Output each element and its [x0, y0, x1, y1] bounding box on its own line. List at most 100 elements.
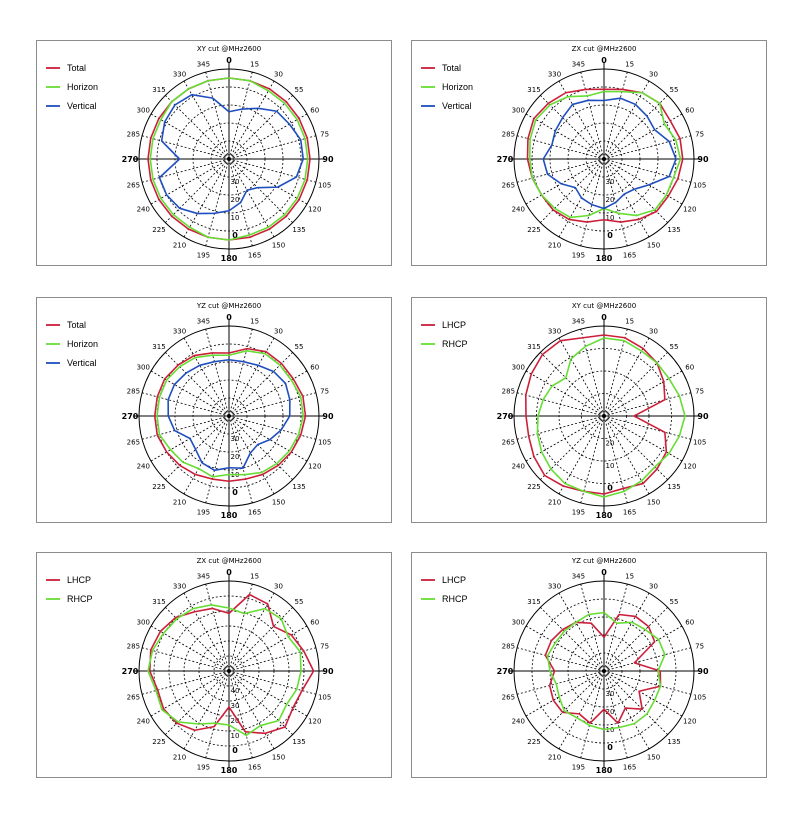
angle-tick-label: 105	[693, 439, 706, 447]
angle-tick-label: 15	[250, 572, 259, 580]
angle-tick-label: 240	[137, 463, 150, 471]
angle-tick-label: 345	[197, 60, 210, 68]
grid-spoke	[603, 670, 683, 717]
angle-tick-label: 315	[527, 598, 540, 606]
grid-spoke	[228, 625, 308, 672]
grid-spoke	[580, 158, 605, 247]
radial-tick-label: 10	[231, 214, 240, 222]
angle-tick-label: 0	[226, 56, 232, 65]
angle-tick-label: 165	[248, 509, 261, 517]
angle-tick-label: 105	[318, 182, 331, 190]
angle-tick-label: 180	[596, 511, 613, 520]
radial-tick-label: 30	[606, 178, 615, 186]
grid-spoke	[228, 592, 275, 672]
grid-spoke	[205, 415, 230, 504]
radial-tick-label: 30	[606, 690, 615, 698]
grid-spoke	[603, 670, 628, 759]
series-line-vertical	[158, 93, 305, 215]
series-line-lhcp	[544, 613, 662, 724]
angle-tick-label: 15	[250, 60, 259, 68]
chart-title: XY cut @MHz2600	[197, 45, 261, 53]
angle-tick-label: 0	[601, 568, 607, 577]
grid-spoke	[603, 135, 692, 160]
grid-spoke	[603, 370, 683, 417]
angle-tick-label: 180	[596, 766, 613, 775]
angle-tick-label: 165	[248, 764, 261, 772]
angle-tick-label: 270	[122, 412, 139, 421]
angle-tick-label: 120	[683, 463, 696, 471]
grid-spoke	[228, 113, 308, 160]
angle-tick-label: 285	[502, 387, 515, 395]
grid-spoke	[228, 670, 317, 695]
grid-spoke	[580, 415, 605, 504]
grid-spoke	[165, 95, 230, 160]
angle-tick-label: 330	[548, 582, 561, 590]
angle-tick-label: 55	[295, 598, 304, 606]
grid-spoke	[525, 670, 605, 717]
grid-spoke	[558, 80, 605, 160]
angle-tick-label: 60	[685, 619, 694, 627]
polar-chart-panel: ZX cut @MHz2600 0 15 30 55 60 75 90 105 120 135 150…	[411, 40, 767, 266]
grid-spoke	[228, 370, 308, 417]
angle-tick-label: 60	[685, 364, 694, 372]
grid-spoke	[525, 158, 605, 205]
angle-tick-label: 75	[320, 387, 329, 395]
chart-title: ZX cut @MHz2600	[197, 557, 262, 565]
grid-spoke	[603, 158, 683, 205]
series-line-horizon	[149, 77, 309, 241]
angle-tick-label: 240	[512, 718, 525, 726]
angle-tick-label: 345	[572, 60, 585, 68]
series-line-rhcp	[546, 611, 666, 731]
angle-tick-label: 180	[596, 254, 613, 263]
grid-spoke	[228, 328, 253, 417]
grid-spoke	[183, 592, 230, 672]
angle-tick-label: 345	[572, 572, 585, 580]
angle-tick-label: 55	[670, 86, 679, 94]
grid-spoke	[228, 415, 293, 480]
angle-tick-label: 165	[623, 252, 636, 260]
grid-spoke	[205, 670, 230, 759]
grid-spoke	[603, 415, 683, 462]
angle-tick-label: 75	[320, 130, 329, 138]
angle-tick-label: 270	[122, 155, 139, 164]
angle-tick-label: 75	[695, 642, 704, 650]
legend-label: Horizon	[442, 82, 473, 92]
grid-spoke	[580, 328, 605, 417]
grid-spoke	[516, 647, 605, 672]
grid-spoke	[525, 113, 605, 160]
grid-spoke	[603, 113, 683, 160]
series-line-lhcp	[524, 334, 668, 495]
angle-tick-label: 15	[625, 572, 634, 580]
angle-tick-label: 90	[322, 667, 334, 676]
radial-tick-label: 10	[606, 214, 615, 222]
legend-label: LHCP	[442, 320, 466, 330]
grid-spoke	[603, 415, 650, 495]
legend-label: RHCP	[67, 594, 93, 604]
grid-spoke	[165, 607, 230, 672]
angle-tick-label: 285	[502, 130, 515, 138]
grid-spoke	[558, 337, 605, 417]
angle-tick-label: 75	[695, 387, 704, 395]
grid-spoke	[228, 352, 293, 417]
angle-tick-label: 315	[152, 343, 165, 351]
angle-tick-label: 300	[137, 364, 150, 372]
angle-tick-label: 265	[502, 182, 515, 190]
angle-tick-label: 195	[197, 764, 210, 772]
grid-spoke	[558, 415, 605, 495]
grid-spoke	[228, 158, 308, 205]
grid-spoke	[603, 670, 668, 735]
grid-spoke	[183, 337, 230, 417]
grid-spoke	[516, 392, 605, 417]
radial-tick-label: 10	[606, 462, 615, 470]
grid-spoke	[603, 158, 692, 183]
angle-tick-label: 90	[697, 412, 709, 421]
legend-label: Total	[67, 63, 86, 73]
radial-tick-label: 10	[231, 732, 240, 740]
angle-tick-label: 195	[572, 764, 585, 772]
angle-tick-label: 210	[548, 754, 561, 762]
angle-tick-label: 30	[649, 70, 658, 78]
angle-tick-label: 270	[497, 667, 514, 676]
radial-tick-label: 30	[231, 435, 240, 443]
angle-tick-label: 90	[697, 155, 709, 164]
angle-tick-label: 135	[292, 226, 305, 234]
